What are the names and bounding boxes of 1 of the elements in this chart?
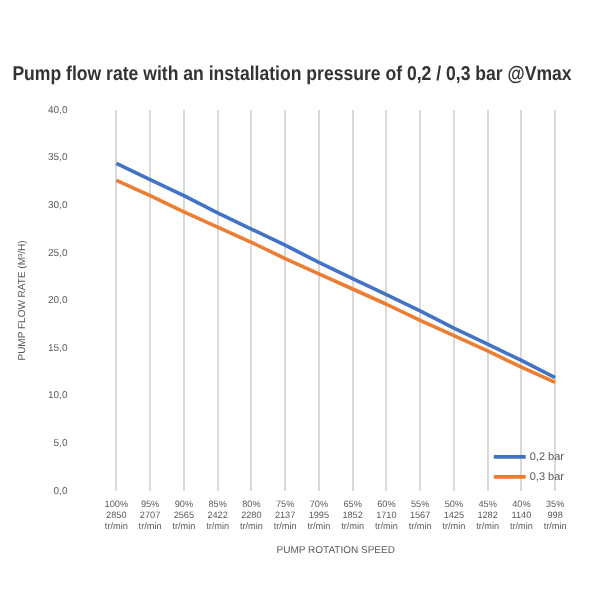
chart-title: Pump flow rate with an installation pressure of 0,2 / 0,3 bar @Vmax [12, 60, 574, 84]
